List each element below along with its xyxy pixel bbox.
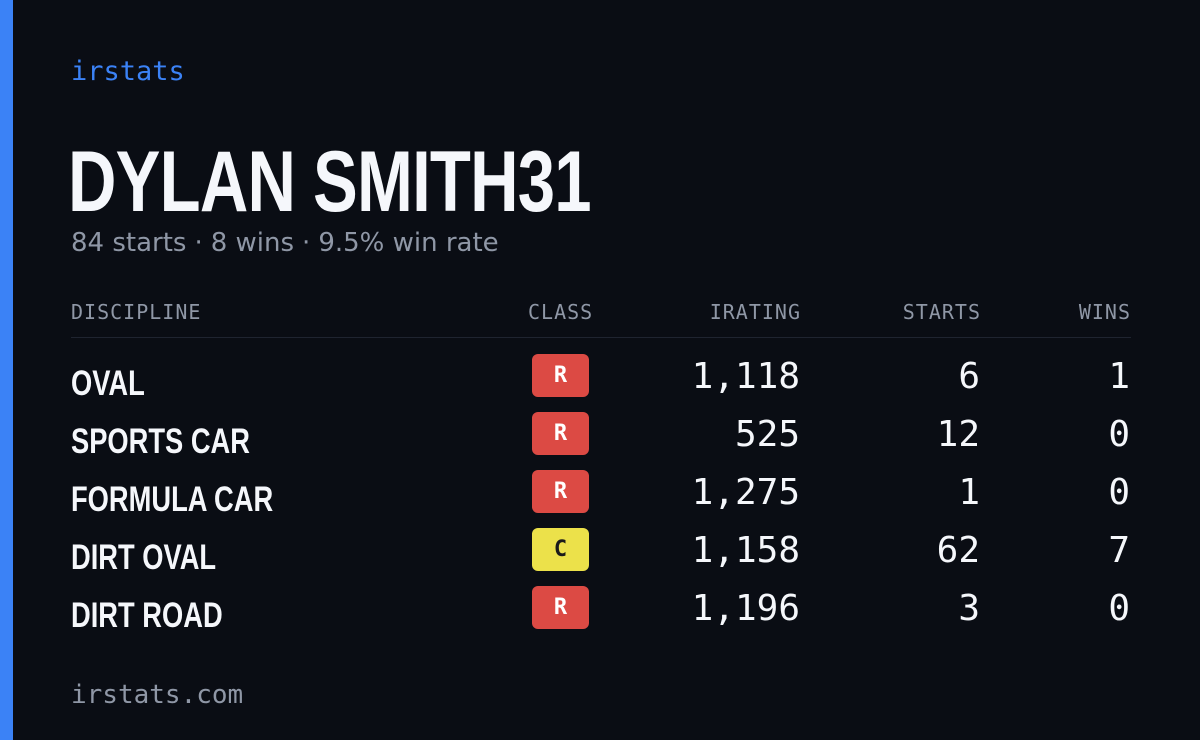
table-row: DIRT ROAD R 1,196 3 0 [71,584,1131,642]
brand-logo[interactable]: irstats [71,56,185,87]
discipline-name: FORMULA CAR [71,480,274,519]
discipline-name: OVAL [71,364,145,403]
summary-separator: · [302,228,311,258]
header-starts: STARTS [902,300,981,324]
wins-summary: 8 wins [210,228,295,258]
table-row: OVAL R 1,118 6 1 [71,352,1131,410]
table-row: DIRT OVAL C 1,158 62 7 [71,526,1131,584]
starts-value: 1 [958,472,980,513]
class-badge: R [532,354,589,397]
class-badge: R [532,470,589,513]
player-name: DYLAN SMITH31 [68,134,592,230]
starts-value: 3 [958,588,980,629]
irating-value: 1,118 [691,356,800,397]
table-row: SPORTS CAR R 525 12 0 [71,410,1131,468]
footer-url[interactable]: irstats.com [71,680,244,710]
starts-value: 12 [936,414,980,455]
wins-value: 0 [1108,588,1130,629]
starts-value: 62 [936,530,980,571]
discipline-name: DIRT ROAD [71,596,223,635]
starts-value: 6 [958,356,980,397]
class-badge: R [532,412,589,455]
header-wins: WINS [1078,300,1131,324]
discipline-table: OVAL R 1,118 6 1 SPORTS CAR R 525 12 0 F… [71,352,1131,642]
discipline-name: DIRT OVAL [71,538,217,577]
win-rate-summary: 9.5% win rate [318,228,499,258]
class-badge: C [532,528,589,571]
starts-summary: 84 starts [71,228,187,258]
header-irating: IRATING [709,300,801,324]
irating-value: 1,158 [691,530,800,571]
summary-separator: · [194,228,203,258]
irating-value: 525 [734,414,800,455]
player-summary: 84 starts · 8 wins · 9.5% win rate [71,228,499,258]
wins-value: 7 [1108,530,1130,571]
accent-bar [0,0,13,740]
discipline-name: SPORTS CAR [71,422,250,461]
table-row: FORMULA CAR R 1,275 1 0 [71,468,1131,526]
header-class: CLASS [528,300,594,324]
wins-value: 1 [1108,356,1130,397]
header-discipline: DISCIPLINE [71,300,202,324]
table-header: DISCIPLINE CLASS IRATING STARTS WINS [71,300,1131,338]
irating-value: 1,196 [691,588,800,629]
class-badge: R [532,586,589,629]
wins-value: 0 [1108,472,1130,513]
irating-value: 1,275 [691,472,800,513]
wins-value: 0 [1108,414,1130,455]
